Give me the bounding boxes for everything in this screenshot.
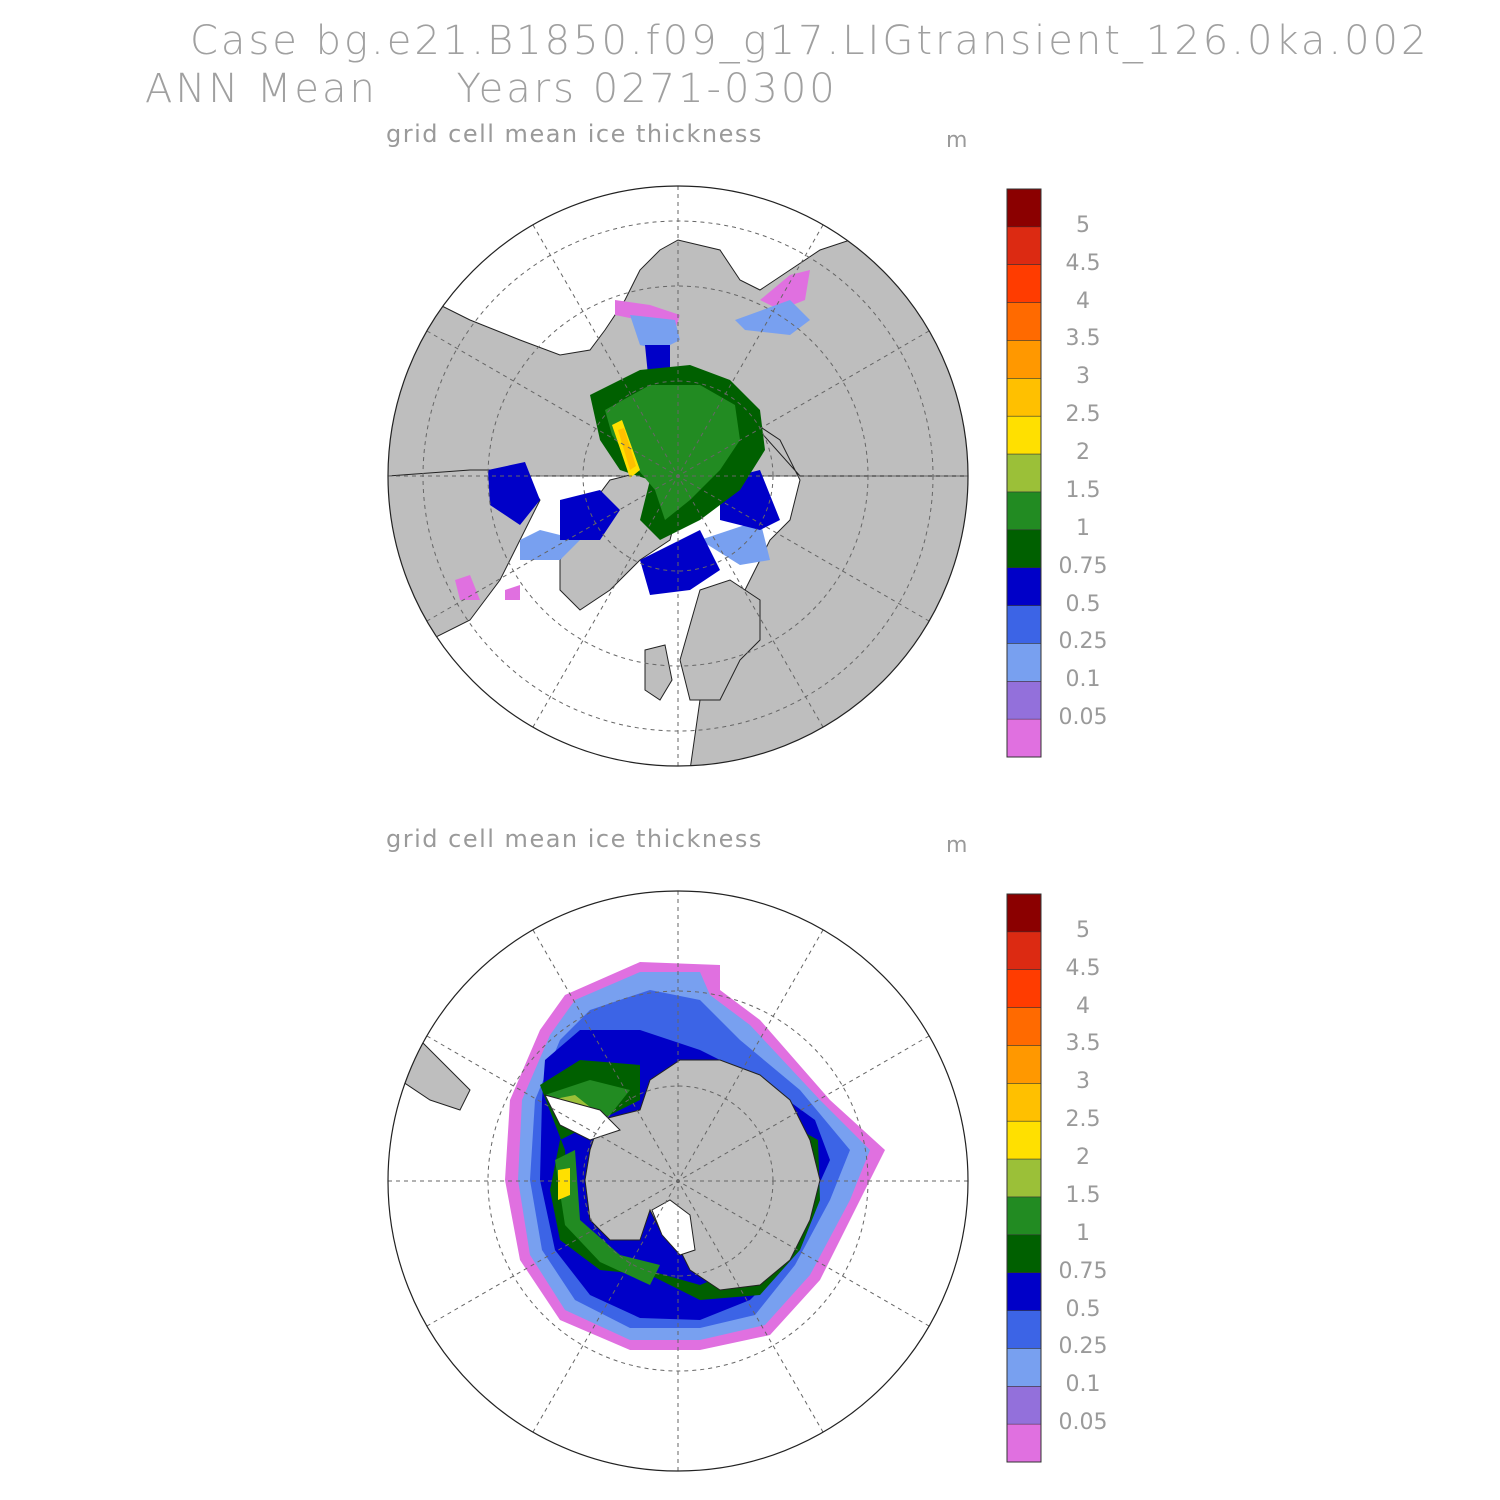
north-colorbar-tick-label: 1.5 [1065,477,1101,503]
north-colorbar-border [1006,188,1042,758]
north-colorbar-tick-label: 2 [1076,440,1090,466]
south-colorbar-tick-label: 0.1 [1065,1372,1101,1398]
south-colorbar-border [1006,893,1042,1463]
south-colorbar-tick-label: 2 [1076,1145,1090,1171]
north-graticule [388,186,968,766]
north-colorbar-tick-label: 0.25 [1058,629,1108,655]
south-colorbar-swatch [1007,1159,1041,1198]
south-colorbar-tick-label: 0.05 [1058,1410,1108,1436]
south-colorbar-tick-label: 4.5 [1065,955,1101,981]
north-colorbar-swatch [1007,681,1041,720]
north-ice-blue [488,345,780,595]
south-colorbar-swatch [1007,931,1041,971]
south-colorbar-tick-label: 0.5 [1065,1296,1101,1322]
north-map-border [387,185,969,767]
south-colorbar-swatch [1007,1007,1041,1046]
north-colorbar-swatch [1007,529,1041,569]
north-ice-pink [455,270,810,600]
north-land-britain [644,644,673,701]
north-colorbar-swatch [1007,567,1041,607]
north-colorbar [1006,188,1042,758]
north-colorbar-tick-label: 4.5 [1065,250,1101,276]
period-title: ANN Mean Years 0271-0300 [145,66,838,112]
south-colorbar-swatch [1007,1083,1041,1122]
north-colorbar-swatch [1007,416,1041,455]
north-colorbar-tick-label: 3.5 [1065,326,1101,352]
north-panel-title: grid cell mean ice thickness [386,120,763,148]
south-colorbar-swatch [1007,1310,1041,1349]
south-colorbar-tick-label: 0.75 [1058,1258,1108,1284]
north-colorbar-tick-label: 1 [1076,515,1090,541]
case-title: Case bg.e21.B1850.f09_g17.LIGtransient_1… [190,18,1430,64]
north-colorbar-swatch [1007,605,1041,644]
north-colorbar-tick-label: 2.5 [1065,402,1101,428]
north-colorbar-swatch [1007,340,1041,379]
north-colorbar-tick-label: 4 [1076,288,1090,314]
south-colorbar-tick-label: 1.5 [1065,1182,1101,1208]
south-graticule [388,891,968,1471]
north-colorbar-swatch [1007,378,1041,417]
north-land-europe [679,579,761,701]
north-colorbar-tick-label: 0.5 [1065,591,1101,617]
south-colorbar-tick-label: 3 [1076,1069,1090,1095]
south-colorbar-tick-label: 5 [1076,917,1090,943]
north-colorbar-swatch [1007,226,1041,266]
north-unit-label: m [946,128,968,153]
north-colorbar-swatch [1007,491,1041,531]
south-ice-shelf-ross [651,1199,696,1256]
north-colorbar-swatch [1007,264,1041,304]
south-colorbar-swatch [1007,1234,1041,1274]
south-polar-map [387,890,969,1472]
south-colorbar-swatch [1007,1386,1041,1425]
south-unit-label: m [946,833,968,858]
south-colorbar-tick-label: 4 [1076,993,1090,1019]
north-ice-orange [618,428,636,470]
north-colorbar-tick-label: 5 [1076,212,1090,238]
north-ice-green [605,385,740,520]
south-colorbar-tick-label: 1 [1076,1220,1090,1246]
north-polar-map [387,185,969,767]
south-ice-green [545,1080,660,1285]
south-colorbar-tick-label: 3.5 [1065,1031,1101,1057]
south-colorbar-swatch [1007,1424,1041,1463]
north-colorbar-swatch [1007,454,1041,493]
south-land-antarctica [584,1059,821,1291]
north-colorbar-tick-label: 0.05 [1058,705,1108,731]
north-colorbar-tick-label: 0.1 [1065,667,1101,693]
south-ice-yellow [558,1168,570,1200]
south-ice-darkgreen [540,1060,820,1300]
south-colorbar-tick-label: 2.5 [1065,1107,1101,1133]
south-colorbar-swatch [1007,894,1041,933]
north-colorbar-swatch [1007,302,1041,341]
south-colorbar-swatch [1007,1121,1041,1160]
south-map-border [387,890,969,1472]
north-colorbar-tick-label: 0.75 [1058,553,1108,579]
south-colorbar-swatch [1007,1272,1041,1312]
south-ice-shelf-weddell [544,1094,621,1141]
south-colorbar [1006,893,1042,1463]
north-colorbar-tick-label: 3 [1076,364,1090,390]
north-colorbar-swatch [1007,719,1041,758]
north-colorbar-swatch [1007,189,1041,228]
south-colorbar-swatch [1007,1045,1041,1084]
south-colorbar-swatch [1007,1196,1041,1236]
south-colorbar-swatch [1007,1348,1041,1387]
south-colorbar-tick-label: 0.25 [1058,1334,1108,1360]
north-colorbar-swatch [1007,643,1041,682]
south-panel-title: grid cell mean ice thickness [386,825,763,853]
north-ice-lightblue [520,300,810,565]
south-colorbar-swatch [1007,969,1041,1009]
